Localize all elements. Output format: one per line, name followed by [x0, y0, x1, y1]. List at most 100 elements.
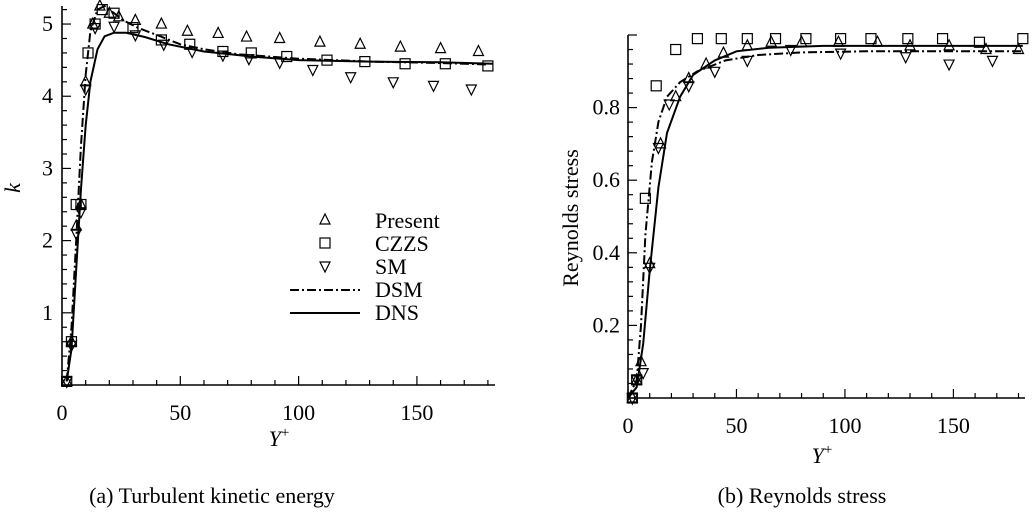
data-point-present [795, 34, 808, 47]
legend-item-dns: DNS [290, 300, 419, 325]
data-point-czzs [1017, 33, 1029, 45]
data-point-present [273, 31, 286, 44]
data-point-sm [157, 39, 170, 52]
data-point-present [434, 41, 447, 54]
data-point-czzs [399, 58, 411, 70]
legend-label: DSM [375, 277, 423, 302]
data-point-sm [652, 142, 665, 155]
series-dns [627, 44, 1023, 399]
data-point-present [871, 34, 884, 47]
data-point-sm [899, 52, 912, 65]
data-point-present [354, 36, 367, 49]
data-point-present [700, 56, 713, 69]
series-sm [626, 44, 999, 406]
data-point-sm [986, 55, 999, 68]
data-point-present [832, 34, 845, 47]
y-tick-label: 0.2 [593, 312, 621, 337]
data-point-present [240, 29, 253, 42]
data-point-sm [637, 367, 650, 380]
data-point-czzs [936, 33, 949, 45]
legend-item-present: Present [319, 208, 440, 233]
data-point-present [313, 34, 326, 47]
x-tick-label: 150 [400, 400, 433, 425]
data-point-czzs [245, 47, 257, 59]
data-point-sm [834, 48, 847, 61]
data-point-czzs [670, 43, 682, 56]
data-point-present [155, 16, 168, 29]
data-point-present [765, 34, 778, 47]
series-dns [65, 31, 493, 382]
axes: 0 50 100 150 0.2 0.4 0.6 0.8 [593, 34, 1025, 438]
data-point-czzs [800, 33, 812, 45]
x-tick-label: 100 [282, 400, 315, 425]
data-point-present [129, 13, 142, 26]
series-sm [60, 21, 478, 389]
y-tick-label: 3 [42, 155, 53, 180]
data-point-present [979, 42, 992, 55]
series-line-dns [65, 31, 493, 382]
data-point-czzs [865, 33, 877, 45]
series-czzs [626, 33, 1029, 404]
legend-item-dsm: DSM [290, 277, 423, 302]
data-point-czzs [741, 33, 753, 45]
data-point-present [60, 374, 73, 386]
data-point-sm [344, 72, 357, 85]
data-point-present [741, 38, 754, 51]
data-point-czzs [639, 192, 651, 204]
data-point-present [181, 23, 194, 36]
data-point-czzs [835, 33, 847, 45]
x-tick-label: 150 [937, 413, 970, 438]
data-point-czzs [973, 36, 986, 48]
data-point-sm [708, 66, 721, 79]
x-tick-label: 100 [828, 413, 861, 438]
y-tick-label: 2 [42, 228, 53, 253]
y-tick-label: 4 [42, 83, 53, 108]
y-axis-title: k [0, 182, 25, 193]
chart-reynolds-stress: 0 50 100 150 0.2 0.4 0.6 0.8 Y+ Reynolds stress (b… [558, 33, 1029, 508]
y-tick-label: 5 [42, 11, 53, 36]
data-point-czzs [482, 60, 494, 72]
figure-caption: (b) Reynolds stress [718, 483, 887, 508]
data-point-present [943, 38, 956, 51]
x-tick-label: 0 [57, 400, 68, 425]
data-point-czzs [108, 7, 120, 19]
data-point-sm [306, 64, 319, 77]
legend-marker-swatch [319, 237, 331, 249]
legend-label: Present [375, 208, 440, 233]
legend-label: CZZS [375, 231, 429, 256]
data-point-present [394, 39, 407, 52]
legend-item-czzs: CZZS [319, 231, 429, 256]
series-line-dsm [627, 50, 1023, 399]
data-point-czzs [715, 33, 727, 45]
legend-label: SM [375, 254, 407, 279]
data-point-present [1012, 42, 1025, 55]
data-point-sm [784, 44, 797, 57]
data-point-present [904, 38, 916, 51]
data-point-czzs [902, 33, 914, 45]
x-axis-title: Y+ [812, 442, 833, 468]
data-point-present [669, 89, 682, 102]
figure-caption: (a) Turbulent kinetic energy [89, 483, 335, 508]
y-axis-title: Reynolds stress [558, 149, 583, 287]
x-axis-title: Y+ [269, 425, 290, 451]
y-tick-label: 0.8 [593, 95, 621, 120]
x-tick-label: 50 [169, 400, 191, 425]
series-line-dsm [65, 4, 488, 382]
data-point-sm [465, 84, 478, 97]
data-point-czzs [691, 33, 704, 45]
legend-marker-swatch [319, 212, 331, 225]
x-tick-label: 0 [623, 413, 634, 438]
data-point-present [212, 26, 225, 39]
y-tick-label: 0.6 [593, 167, 621, 192]
series-dsm [627, 50, 1023, 399]
series-present [626, 34, 1025, 403]
data-point-sm [108, 21, 121, 34]
data-point-czzs [769, 33, 782, 45]
series-line-dns [627, 44, 1023, 399]
legend-label: DNS [375, 300, 419, 325]
data-point-sm [242, 54, 255, 67]
y-tick-label: 1 [42, 300, 53, 325]
